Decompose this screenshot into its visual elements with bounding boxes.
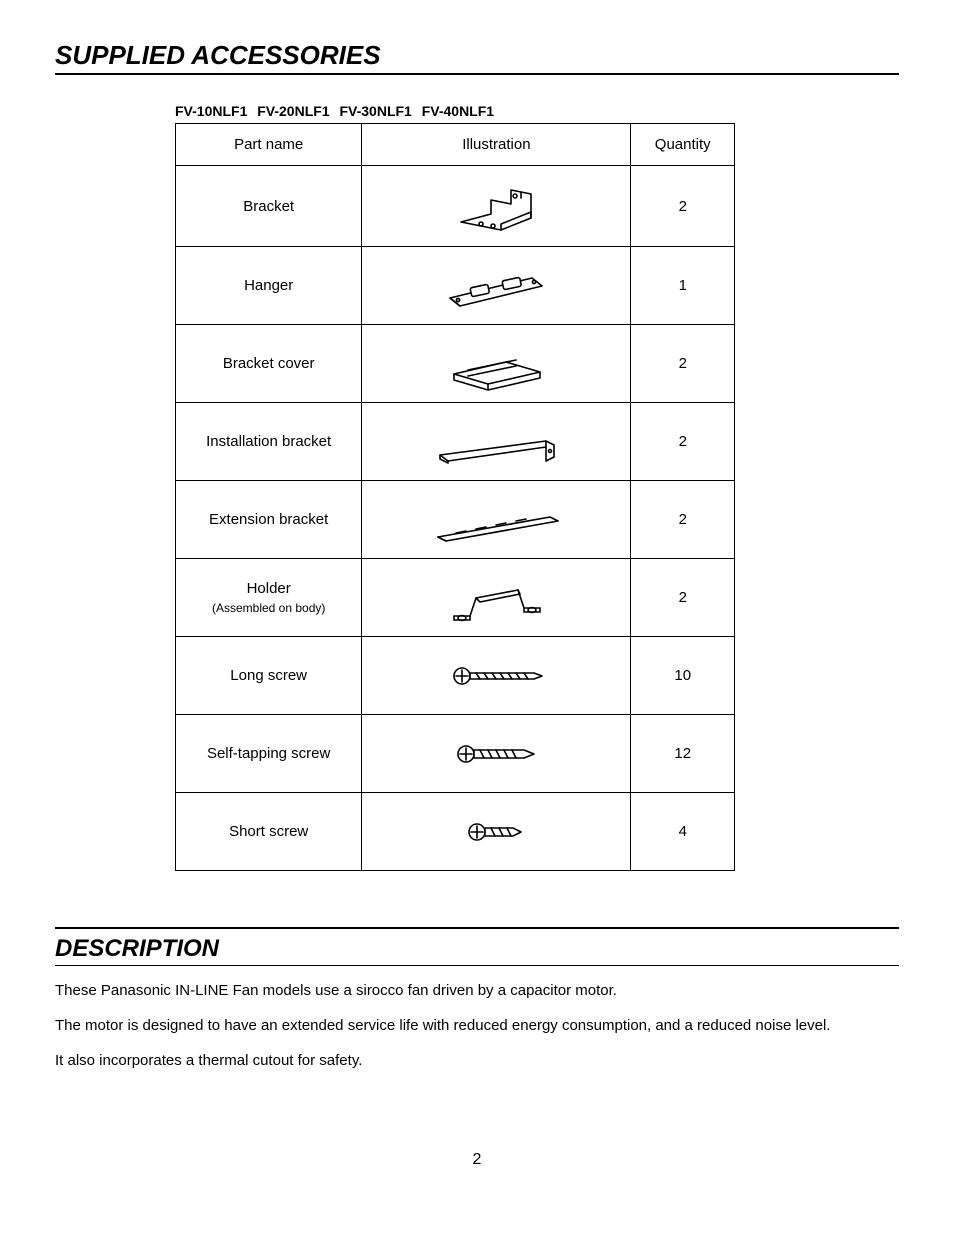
table-row: Holder (Assembled on body) 2 [176, 559, 735, 637]
part-name: Self-tapping screw [207, 745, 330, 762]
table-row: Bracket 2 [176, 166, 735, 247]
col-illustration: Illustration [362, 124, 631, 166]
part-name: Bracket cover [223, 355, 315, 372]
part-name-cell: Long screw [176, 637, 362, 715]
divider [55, 927, 899, 929]
quantity-cell: 1 [631, 247, 735, 325]
table-row: Installation bracket 2 [176, 403, 735, 481]
part-name-sub: (Assembled on body) [182, 601, 355, 615]
accessories-table: Part name Illustration Quantity Bracket … [175, 123, 735, 871]
description-paragraph: It also incorporates a thermal cutout fo… [55, 1050, 899, 1071]
selftapscrew-icon [362, 715, 631, 793]
part-name-cell: Bracket cover [176, 325, 362, 403]
col-quantity: Quantity [631, 124, 735, 166]
table-header-row: Part name Illustration Quantity [176, 124, 735, 166]
part-name-cell: Holder (Assembled on body) [176, 559, 362, 637]
bracketcover-icon [362, 325, 631, 403]
bracket-icon [362, 166, 631, 247]
table-row: Self-tapping screw 12 [176, 715, 735, 793]
part-name-cell: Installation bracket [176, 403, 362, 481]
table-row: Bracket cover 2 [176, 325, 735, 403]
part-name-cell: Self-tapping screw [176, 715, 362, 793]
description-paragraph: These Panasonic IN-LINE Fan models use a… [55, 980, 899, 1001]
part-name: Bracket [243, 198, 294, 215]
quantity-cell: 2 [631, 166, 735, 247]
divider [55, 965, 899, 966]
quantity-cell: 4 [631, 793, 735, 871]
part-name: Long screw [230, 667, 307, 684]
quantity-cell: 2 [631, 403, 735, 481]
part-name: Hanger [244, 277, 293, 294]
quantity-cell: 2 [631, 325, 735, 403]
part-name: Extension bracket [209, 511, 328, 528]
instbracket-icon [362, 403, 631, 481]
part-name-cell: Extension bracket [176, 481, 362, 559]
description-title: DESCRIPTION [55, 935, 899, 963]
quantity-cell: 2 [631, 559, 735, 637]
table-row: Extension bracket 2 [176, 481, 735, 559]
part-name-cell: Short screw [176, 793, 362, 871]
model-numbers: FV-10NLF1 FV-20NLF1 FV-30NLF1 FV-40NLF1 [175, 103, 899, 119]
quantity-cell: 10 [631, 637, 735, 715]
quantity-cell: 2 [631, 481, 735, 559]
part-name-cell: Hanger [176, 247, 362, 325]
shortscrew-icon [362, 793, 631, 871]
extbracket-icon [362, 481, 631, 559]
col-part-name: Part name [176, 124, 362, 166]
page-number: 2 [55, 1151, 899, 1169]
part-name: Short screw [229, 823, 308, 840]
part-name: Installation bracket [206, 433, 331, 450]
part-name: Holder [247, 580, 291, 597]
divider [55, 73, 899, 75]
table-row: Long screw 10 [176, 637, 735, 715]
holder-icon [362, 559, 631, 637]
part-name-cell: Bracket [176, 166, 362, 247]
quantity-cell: 12 [631, 715, 735, 793]
table-row: Hanger 1 [176, 247, 735, 325]
supplied-accessories-title: SUPPLIED ACCESSORIES [55, 40, 899, 71]
hanger-icon [362, 247, 631, 325]
longscrew-icon [362, 637, 631, 715]
table-row: Short screw 4 [176, 793, 735, 871]
description-paragraph: The motor is designed to have an extende… [55, 1015, 899, 1036]
